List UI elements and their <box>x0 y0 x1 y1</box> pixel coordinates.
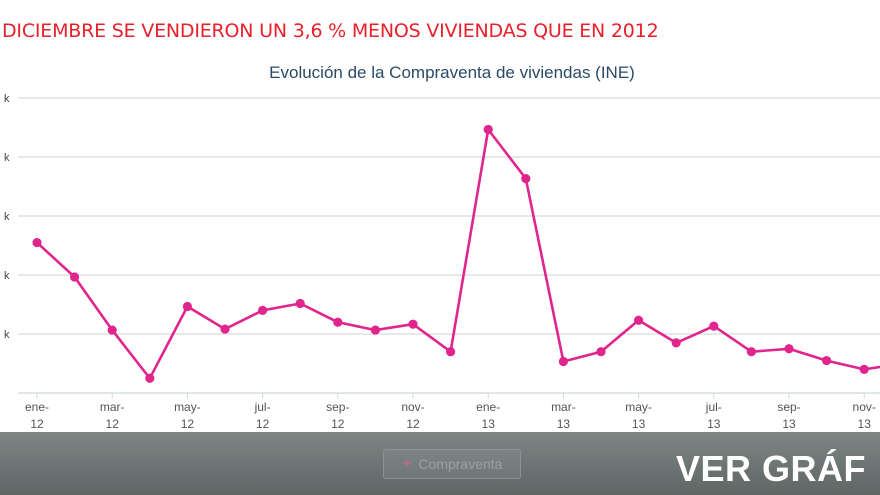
x-tick-label: ene- <box>25 400 49 414</box>
data-point[interactable] <box>333 317 343 327</box>
y-tick-label: k <box>4 152 10 164</box>
y-tick-label: k <box>4 211 10 223</box>
bottom-bar <box>0 432 880 495</box>
legend-button-compraventa[interactable]: ✦ Compraventa <box>383 449 521 479</box>
x-tick-label-year: 13 <box>782 417 796 431</box>
data-point[interactable] <box>709 321 719 331</box>
x-tick-label: nov- <box>401 400 424 414</box>
data-point[interactable] <box>408 319 418 329</box>
x-tick-label: may- <box>625 400 652 414</box>
x-tick-label-year: 13 <box>557 417 571 431</box>
chart-title: Evolución de la Compraventa de viviendas… <box>269 63 635 82</box>
data-point[interactable] <box>145 373 155 383</box>
data-point[interactable] <box>258 305 268 315</box>
x-tick-label: nov- <box>853 400 876 414</box>
x-tick-label-year: 13 <box>707 417 721 431</box>
line-chart: Evolución de la Compraventa de viviendas… <box>4 63 880 431</box>
x-tick-label-year: 13 <box>482 417 496 431</box>
y-axis-ticks: k k k k k <box>4 93 10 341</box>
data-point[interactable] <box>784 344 794 354</box>
x-tick-label-year: 12 <box>256 417 270 431</box>
x-tick-label: sep- <box>777 400 800 414</box>
data-point[interactable] <box>182 301 192 312</box>
x-tick-label: sep- <box>326 400 349 414</box>
data-point[interactable] <box>220 324 230 334</box>
data-point[interactable] <box>859 364 869 374</box>
data-point[interactable] <box>634 315 644 325</box>
x-tick-label-year: 13 <box>632 417 646 431</box>
x-tick-label-year: 12 <box>331 417 345 431</box>
legend-marker-icon: ✦ <box>401 456 413 471</box>
data-point[interactable] <box>370 325 380 335</box>
data-point[interactable] <box>446 347 456 357</box>
data-point[interactable] <box>521 174 531 184</box>
ver-grafico-button[interactable]: VER GRÁF <box>676 448 867 489</box>
data-point[interactable] <box>596 347 606 357</box>
data-point[interactable] <box>822 355 832 366</box>
data-point[interactable] <box>483 124 493 135</box>
x-tick-label-year: 12 <box>181 417 195 431</box>
data-point[interactable] <box>295 298 305 309</box>
data-point[interactable] <box>32 237 42 248</box>
legend-label: Compraventa <box>418 456 503 472</box>
x-tick-label: mar- <box>100 400 125 414</box>
x-tick-label-year: 12 <box>106 417 120 431</box>
x-tick-label: ene- <box>476 400 500 414</box>
x-tick-label: mar- <box>551 400 576 414</box>
x-tick-label-year: 13 <box>858 417 872 431</box>
data-point[interactable] <box>558 356 569 367</box>
data-point[interactable] <box>70 272 80 282</box>
series-compraventa <box>32 124 880 383</box>
grid-lines <box>18 97 880 394</box>
x-tick-label: may- <box>174 400 201 414</box>
y-tick-label: k <box>4 270 10 282</box>
series-line <box>36 128 880 380</box>
headline: DICIEMBRE SE VENDIERON UN 3,6 % MENOS VI… <box>2 20 659 42</box>
x-tick-label: jul- <box>705 400 722 414</box>
y-tick-label: k <box>4 329 10 341</box>
data-point[interactable] <box>671 338 681 348</box>
data-point[interactable] <box>746 347 757 357</box>
x-axis-ticks: ene- 12 mar- 12 may- 12 jul- 12 sep- 12 nov- 12 ene-… <box>25 393 876 431</box>
y-tick-label: k <box>4 93 10 105</box>
x-tick-label-year: 12 <box>30 417 44 431</box>
data-point[interactable] <box>107 325 117 335</box>
x-tick-label-year: 12 <box>406 417 420 431</box>
x-tick-label: jul- <box>254 400 271 414</box>
